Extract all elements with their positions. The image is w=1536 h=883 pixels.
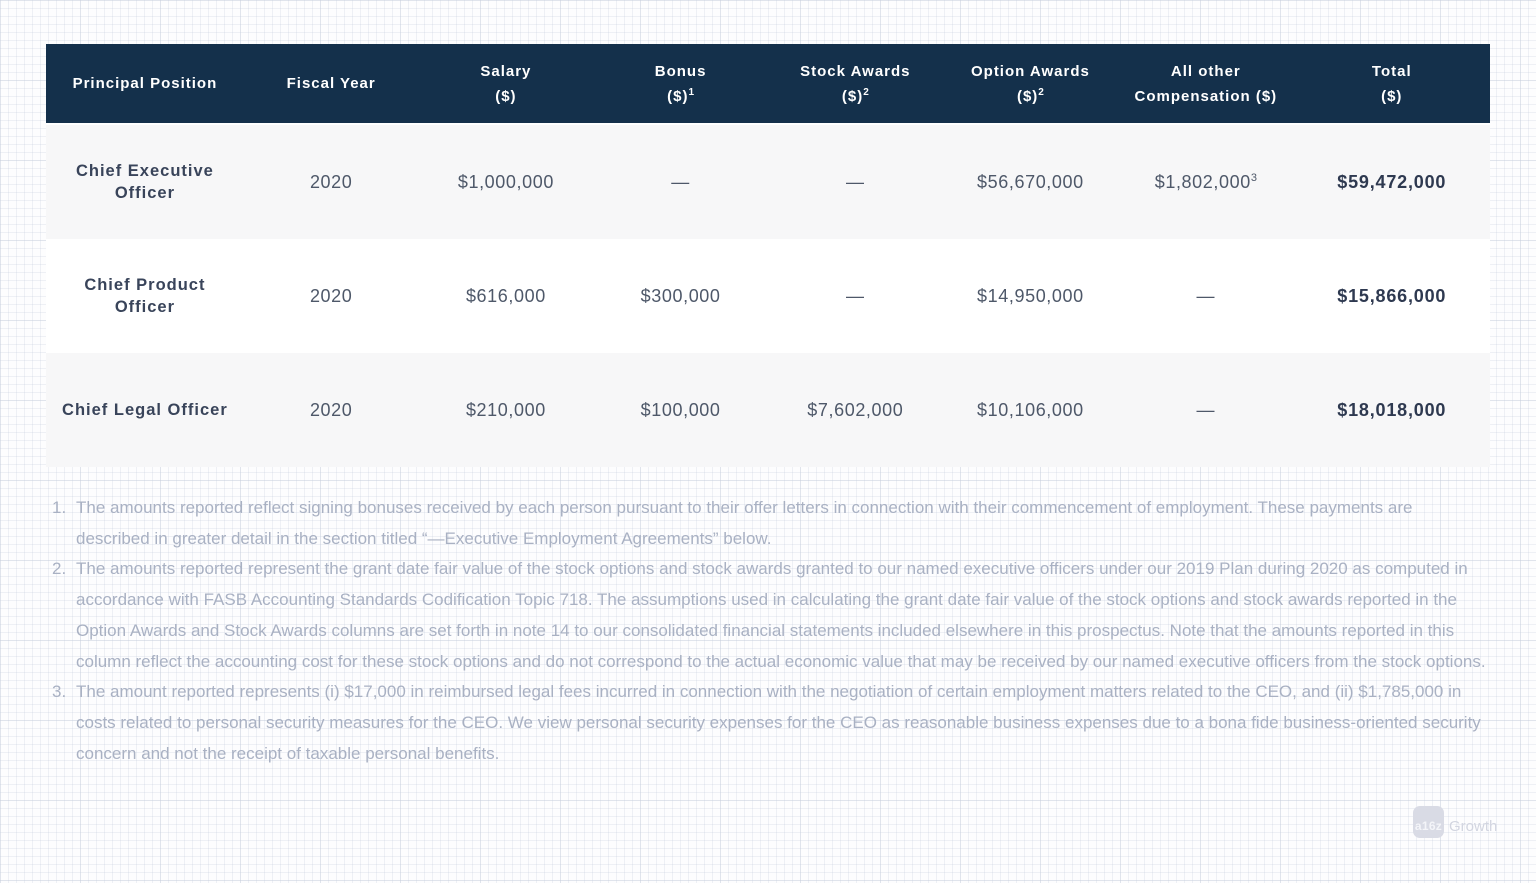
cell-all-other-compensation: $1,802,0003 (1154, 171, 1257, 192)
column-header-all-other-compensation: All other Compensation ($) (1118, 44, 1293, 123)
cell-stock-awards: — (846, 285, 865, 306)
footnote-number: 3. (52, 682, 67, 702)
cell-fiscal-year: 2020 (309, 171, 353, 192)
cell-total: $15,866,000 (1337, 285, 1447, 306)
column-label: Salary (480, 62, 532, 80)
cell-salary: $210,000 (465, 399, 546, 420)
column-header-principal-position: Principal Position (46, 44, 244, 123)
table-row: Chief Executive Officer 2020 $1,000,000 … (46, 125, 1490, 239)
cell-total: $59,472,000 (1337, 171, 1447, 192)
footnotes: 1. The amounts reported reflect signing … (52, 493, 1490, 769)
cell-position: Chief Legal Officer (62, 401, 228, 419)
footnote-text: The amounts reported represent the grant… (76, 559, 1486, 671)
column-header-stock-awards: Stock Awards ($)2 (768, 44, 943, 123)
a16z-growth-watermark: a16z Growth (1413, 806, 1497, 838)
column-sublabel: ($) (495, 87, 517, 105)
cell-salary: $616,000 (465, 285, 546, 306)
column-label: All other (1170, 62, 1241, 80)
table-header-row: Principal Position Fiscal Year Salary ($… (46, 44, 1490, 125)
column-sublabel: ($)2 (1016, 86, 1044, 105)
column-header-bonus: Bonus ($)1 (593, 44, 768, 123)
footnote-number: 1. (52, 498, 67, 517)
column-sublabel: ($) (1381, 87, 1403, 105)
footnote-number: 2. (52, 559, 67, 579)
cell-stock-awards: $7,602,000 (807, 399, 904, 420)
column-header-total: Total ($) (1294, 44, 1490, 123)
cell-stock-awards: — (846, 171, 865, 192)
a16z-logo-icon: a16z (1413, 806, 1444, 838)
footnote-3: 3. The amount reported represents (i) $1… (52, 677, 1490, 769)
cell-bonus: $300,000 (640, 285, 721, 306)
cell-all-other-compensation: — (1196, 285, 1216, 306)
footnote-1: 1. The amounts reported reflect signing … (52, 493, 1490, 554)
column-label: Fiscal Year (286, 75, 376, 92)
column-sublabel: ($)1 (667, 86, 695, 105)
footnote-2: 2. The amounts reported represent the gr… (52, 554, 1490, 677)
cell-bonus: — (671, 171, 690, 192)
table-row: Chief Legal Officer 2020 $210,000 $100,0… (46, 353, 1490, 467)
cell-option-awards: $14,950,000 (977, 285, 1084, 306)
footnote-text: The amount reported represents (i) $17,0… (76, 682, 1481, 763)
column-label: Bonus (654, 62, 707, 80)
column-header-salary: Salary ($) (419, 44, 594, 123)
column-label: Option Awards (970, 62, 1090, 80)
column-label: Stock Awards (800, 62, 911, 80)
cell-fiscal-year: 2020 (309, 285, 353, 306)
cell-position: Chief Product Officer (84, 276, 206, 316)
watermark-label: Growth (1449, 817, 1498, 835)
cell-option-awards: $56,670,000 (977, 171, 1084, 192)
column-sublabel: ($)2 (841, 86, 869, 105)
cell-fiscal-year: 2020 (309, 399, 353, 420)
cell-total: $18,018,000 (1337, 399, 1447, 420)
column-header-fiscal-year: Fiscal Year (244, 44, 419, 123)
table-row: Chief Product Officer 2020 $616,000 $300… (46, 239, 1490, 353)
compensation-table: Principal Position Fiscal Year Salary ($… (46, 44, 1490, 467)
footnote-text: The amounts reported reflect signing bon… (76, 498, 1413, 548)
cell-bonus: $100,000 (640, 399, 721, 420)
cell-position: Chief Executive Officer (75, 162, 214, 202)
column-header-option-awards: Option Awards ($)2 (943, 44, 1118, 123)
column-label: Principal Position (72, 75, 218, 92)
cell-all-other-compensation: — (1196, 399, 1216, 420)
column-label: Total (1371, 62, 1412, 80)
column-sublabel: Compensation ($) (1134, 87, 1278, 105)
cell-salary: $1,000,000 (457, 171, 554, 192)
cell-option-awards: $10,106,000 (977, 399, 1084, 420)
